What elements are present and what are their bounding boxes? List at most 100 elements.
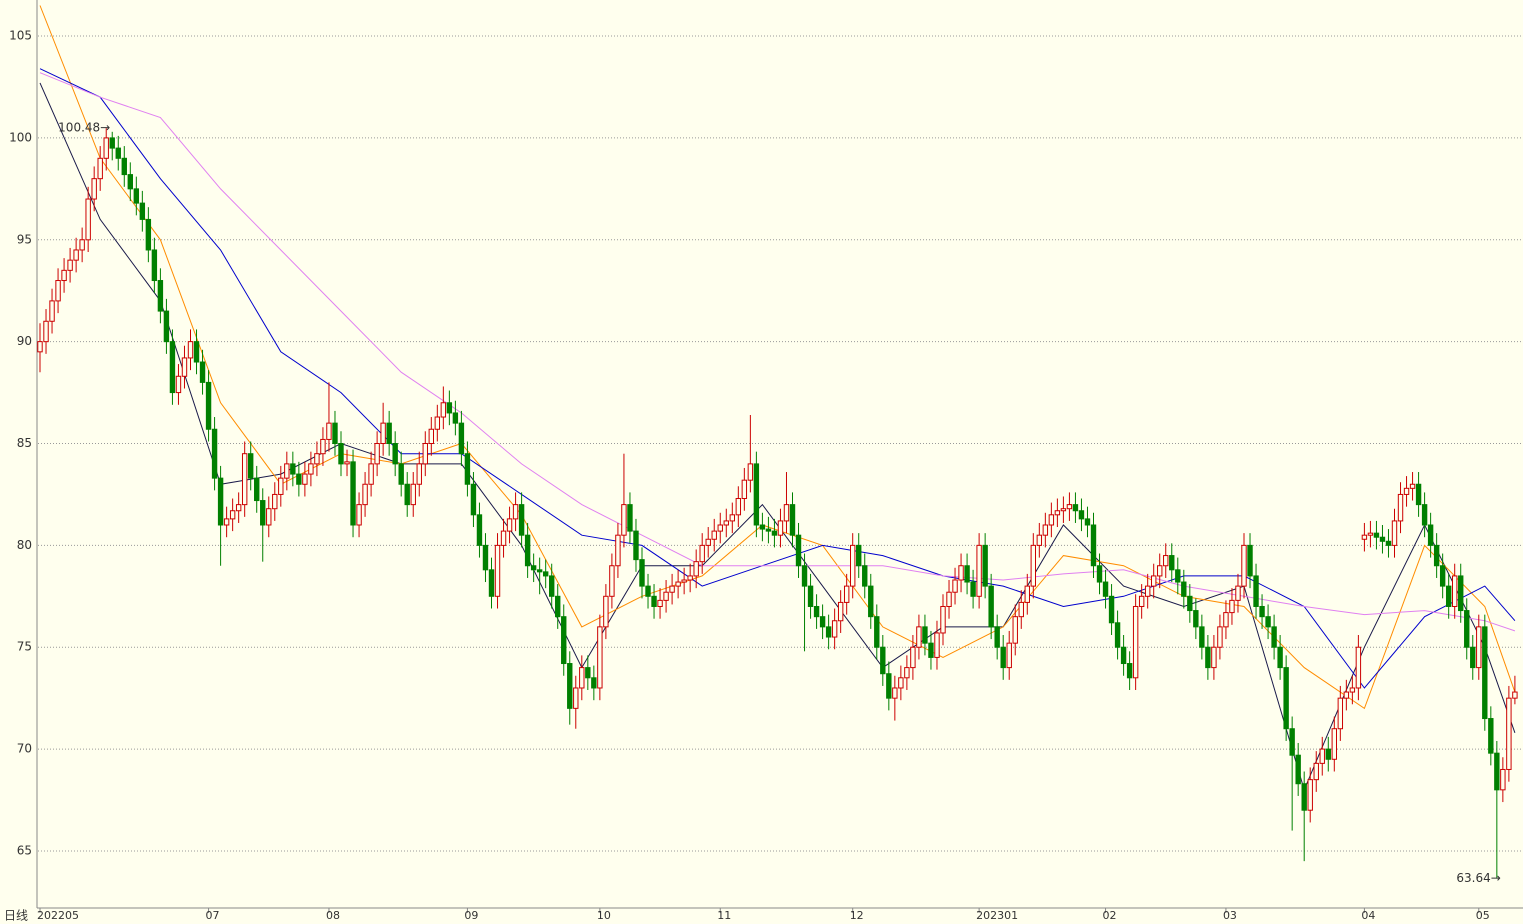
moving-average-line — [39, 68, 1516, 689]
candle-body — [380, 422, 386, 445]
candle-body — [777, 520, 784, 536]
candle-body — [910, 646, 916, 669]
candle-body — [789, 504, 796, 536]
candle-body — [1409, 483, 1416, 489]
candle-body — [1500, 768, 1506, 791]
candle-body — [181, 357, 188, 377]
candle-body — [657, 599, 663, 607]
candle-body — [356, 504, 362, 526]
candle-body — [1072, 504, 1079, 512]
candle-body — [91, 178, 97, 200]
extreme-label: 63.64→ — [1456, 871, 1500, 885]
candle-body — [705, 538, 711, 546]
candle-body — [1313, 762, 1319, 781]
candle-body — [1108, 595, 1115, 624]
x-tick-label: 03 — [1223, 909, 1237, 922]
candle-body — [452, 412, 459, 424]
candle-body — [350, 461, 356, 526]
candle-body — [837, 601, 844, 622]
candle-body — [1018, 601, 1024, 618]
candle-body — [1445, 585, 1452, 607]
candle-body — [1385, 540, 1392, 546]
y-tick-label: 105 — [9, 29, 32, 43]
x-tick-label: 202205 — [37, 909, 79, 922]
candle-body — [254, 477, 260, 502]
candle-body — [922, 626, 928, 644]
candle-body — [1060, 508, 1067, 512]
candle-body — [1187, 595, 1193, 612]
candle-body — [302, 473, 308, 485]
candle-body — [139, 202, 146, 220]
candle-body — [524, 534, 531, 567]
y-tick-label: 95 — [17, 232, 32, 246]
candle-body — [1078, 510, 1085, 520]
candle-body — [127, 174, 134, 190]
candle-body — [741, 479, 748, 500]
candle-body — [982, 544, 988, 587]
candle-body — [1084, 518, 1091, 526]
candle-body — [109, 137, 115, 149]
candle-body — [1096, 565, 1103, 583]
candle-body — [1048, 514, 1055, 526]
candle-body — [542, 571, 549, 577]
candle-body — [506, 518, 513, 532]
candle-body — [1012, 616, 1018, 644]
candle-body — [1253, 575, 1259, 607]
candle-body — [904, 667, 910, 679]
candle-body — [964, 565, 970, 583]
candle-body — [1470, 646, 1476, 669]
candle-body — [1271, 626, 1277, 648]
candle-body — [813, 605, 820, 618]
candle-body — [669, 585, 675, 593]
candle-body — [1211, 646, 1217, 669]
candle-body — [651, 595, 657, 607]
candle-body — [627, 504, 633, 532]
candle-body — [868, 585, 874, 618]
candle-body — [187, 341, 194, 359]
candle-body — [260, 500, 266, 526]
candle-body — [1361, 534, 1368, 540]
candle-body — [326, 422, 332, 440]
candle-body — [488, 569, 495, 597]
candle-body — [61, 269, 67, 282]
y-tick-label: 100 — [9, 130, 32, 144]
candle-body — [1325, 748, 1331, 760]
candle-body — [609, 565, 615, 597]
candle-body — [850, 544, 856, 587]
candle-body — [1120, 646, 1127, 665]
candle-body — [759, 524, 766, 530]
candle-body — [278, 477, 284, 495]
candle-body — [73, 249, 79, 261]
candle-body — [1223, 612, 1229, 628]
candle-body — [783, 504, 790, 522]
candle-body — [711, 530, 717, 540]
candle-body — [819, 616, 826, 628]
candle-body — [512, 504, 519, 520]
candle-body — [398, 463, 404, 485]
candle-body — [862, 565, 868, 587]
candle-body — [681, 579, 687, 583]
candle-body — [1247, 544, 1253, 577]
candle-body — [735, 498, 742, 516]
candle-body — [320, 438, 326, 455]
candle-body — [37, 341, 43, 353]
candle-body — [940, 605, 946, 634]
candle-body — [1476, 626, 1482, 669]
candle-body — [67, 259, 73, 271]
candle-body — [241, 453, 248, 506]
candle-body — [1006, 642, 1012, 669]
candle-body — [1355, 646, 1362, 689]
candle-body — [1439, 565, 1446, 587]
candle-body — [717, 524, 723, 532]
candle-body — [1301, 783, 1307, 811]
x-tick-label: 11 — [717, 909, 731, 922]
candle-body — [1229, 599, 1235, 614]
candle-body — [1132, 605, 1139, 679]
candle-body — [603, 595, 609, 628]
candle-body — [229, 510, 236, 520]
candle-body — [1397, 493, 1404, 522]
candle-body — [633, 530, 639, 561]
candle-body — [886, 673, 892, 699]
candle-body — [1319, 748, 1325, 764]
